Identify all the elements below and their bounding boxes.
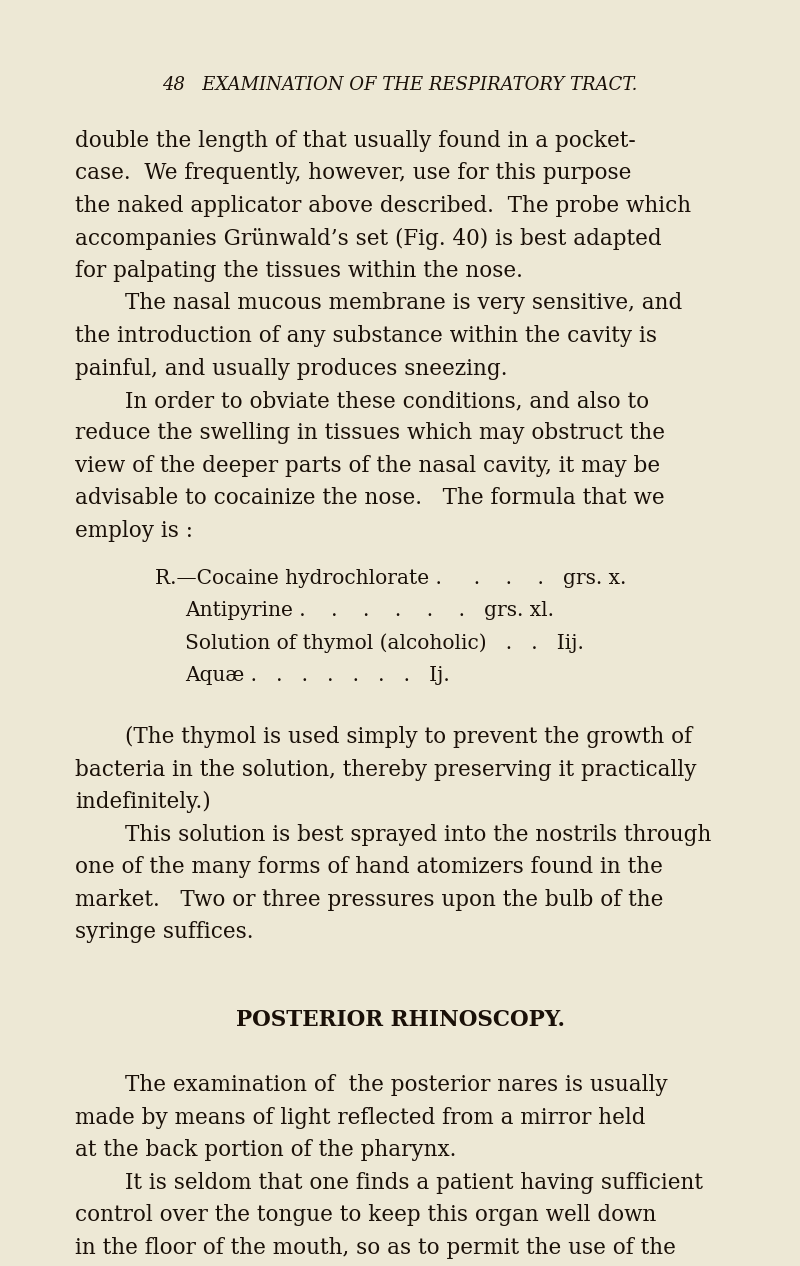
Text: bacteria in the solution, thereby preserving it practically: bacteria in the solution, thereby preser…: [75, 758, 697, 781]
Text: employ is :: employ is :: [75, 520, 193, 542]
Text: in the floor of the mouth, so as to permit the use of the: in the floor of the mouth, so as to perm…: [75, 1237, 676, 1258]
Text: (The thymol is used simply to prevent the growth of: (The thymol is used simply to prevent th…: [125, 727, 692, 748]
Text: at the back portion of the pharynx.: at the back portion of the pharynx.: [75, 1139, 456, 1161]
Text: It is seldom that one finds a patient having sufficient: It is seldom that one finds a patient ha…: [125, 1171, 703, 1194]
Text: The nasal mucous membrane is very sensitive, and: The nasal mucous membrane is very sensit…: [125, 292, 682, 314]
Text: In order to obviate these conditions, and also to: In order to obviate these conditions, an…: [125, 390, 649, 411]
Text: market.   Two or three pressures upon the bulb of the: market. Two or three pressures upon the …: [75, 889, 663, 910]
Text: made by means of light reflected from a mirror held: made by means of light reflected from a …: [75, 1106, 646, 1128]
Text: R.—Cocaine hydrochlorate .     .    .    .   grs. x.: R.—Cocaine hydrochlorate . . . . grs. x.: [155, 568, 626, 587]
Text: advisable to cocainize the nose.   The formula that we: advisable to cocainize the nose. The for…: [75, 487, 665, 509]
Text: reduce the swelling in tissues which may obstruct the: reduce the swelling in tissues which may…: [75, 423, 665, 444]
Text: painful, and usually produces sneezing.: painful, and usually produces sneezing.: [75, 357, 507, 380]
Text: one of the many forms of hand atomizers found in the: one of the many forms of hand atomizers …: [75, 856, 663, 879]
Text: Solution of thymol (alcoholic)   .   .   Ӏij.: Solution of thymol (alcoholic) . . Ӏij.: [185, 634, 584, 653]
Text: the naked applicator above described.  The probe which: the naked applicator above described. Th…: [75, 195, 691, 216]
Text: syringe suffices.: syringe suffices.: [75, 922, 254, 943]
Text: the introduction of any substance within the cavity is: the introduction of any substance within…: [75, 325, 657, 347]
Text: This solution is best sprayed into the nostrils through: This solution is best sprayed into the n…: [125, 824, 711, 846]
Text: for palpating the tissues within the nose.: for palpating the tissues within the nos…: [75, 260, 523, 282]
Text: Antipyrine .    .    .    .    .    .   grs. xl.: Antipyrine . . . . . . grs. xl.: [185, 601, 554, 620]
Text: 48   EXAMINATION OF THE RESPIRATORY TRACT.: 48 EXAMINATION OF THE RESPIRATORY TRACT.: [162, 76, 638, 94]
Text: case.  We frequently, however, use for this purpose: case. We frequently, however, use for th…: [75, 162, 631, 185]
Text: accompanies Grünwald’s set (Fig. 40) is best adapted: accompanies Grünwald’s set (Fig. 40) is …: [75, 228, 662, 249]
Text: double the length of that usually found in a pocket-: double the length of that usually found …: [75, 130, 636, 152]
Text: POSTERIOR RHINOSCOPY.: POSTERIOR RHINOSCOPY.: [235, 1009, 565, 1031]
Text: control over the tongue to keep this organ well down: control over the tongue to keep this org…: [75, 1204, 656, 1227]
Text: Aquæ .   .   .   .   .   .   .   Ӏj.: Aquæ . . . . . . . Ӏj.: [185, 666, 450, 685]
Text: The examination of  the posterior nares is usually: The examination of the posterior nares i…: [125, 1074, 668, 1096]
Text: indefinitely.): indefinitely.): [75, 791, 210, 814]
Text: view of the deeper parts of the nasal cavity, it may be: view of the deeper parts of the nasal ca…: [75, 454, 660, 477]
